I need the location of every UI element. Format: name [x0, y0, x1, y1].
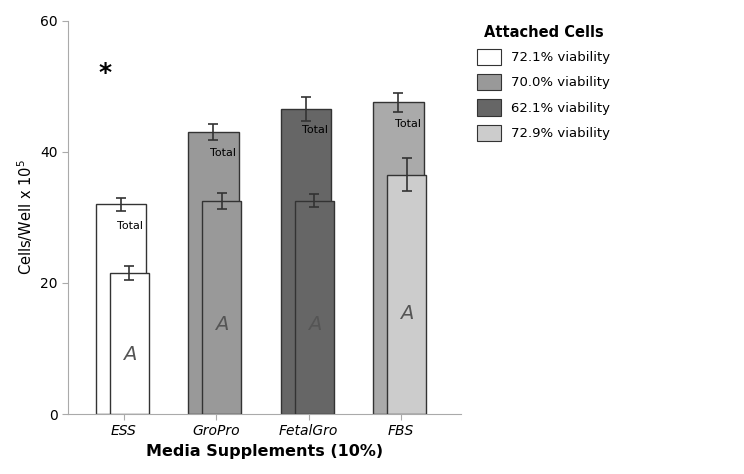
Text: Total: Total [395, 119, 420, 129]
Bar [202, 201, 241, 414]
X-axis label: Media Supplements (10%): Media Supplements (10%) [147, 444, 383, 459]
Text: Total: Total [210, 148, 236, 158]
Text: Total: Total [118, 220, 144, 230]
Text: A: A [400, 304, 414, 323]
Y-axis label: Cells/Well x 10$^5$: Cells/Well x 10$^5$ [15, 159, 35, 275]
Text: A: A [215, 315, 228, 334]
Text: Total: Total [302, 126, 328, 136]
Text: A: A [123, 345, 136, 365]
Bar [388, 174, 426, 414]
Bar [188, 132, 239, 414]
Bar [295, 201, 333, 414]
Bar [95, 204, 147, 414]
Text: A: A [307, 315, 321, 334]
Bar [373, 102, 424, 414]
Text: *: * [99, 61, 112, 85]
Bar [110, 273, 149, 414]
Bar [280, 109, 331, 414]
Legend: 72.1% viability, 70.0% viability, 62.1% viability, 72.9% viability: 72.1% viability, 70.0% viability, 62.1% … [472, 19, 616, 146]
